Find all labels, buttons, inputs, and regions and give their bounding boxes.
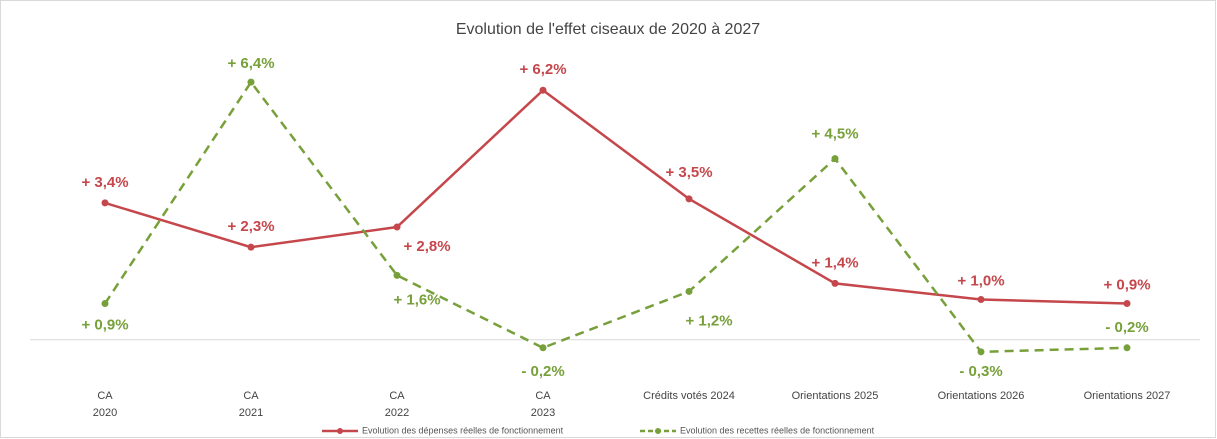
value-label: + 2,3% <box>227 218 274 235</box>
legend-marker <box>655 428 661 434</box>
value-label: + 4,5% <box>811 126 858 143</box>
value-label: + 0,9% <box>1103 276 1150 293</box>
value-label: + 1,2% <box>685 312 732 329</box>
series-line <box>103 79 1128 354</box>
point <box>101 199 109 207</box>
value-label: + 3,5% <box>665 164 712 181</box>
point <box>1123 344 1131 352</box>
point <box>685 287 693 295</box>
series-line <box>104 88 1128 305</box>
point <box>101 300 109 308</box>
x-tick-label: 2021 <box>239 407 263 419</box>
point <box>685 195 693 203</box>
point <box>1123 300 1131 308</box>
x-tick-label: Orientations 2025 <box>792 390 879 402</box>
x-tick-label: Crédits votés 2024 <box>643 390 735 402</box>
value-label: + 6,4% <box>227 55 274 72</box>
value-label: + 1,6% <box>393 291 440 308</box>
point <box>977 296 985 303</box>
x-tick-label: 2020 <box>93 407 117 419</box>
point <box>393 223 401 231</box>
value-label: + 0,9% <box>81 316 128 333</box>
point <box>393 271 401 279</box>
value-label: + 1,0% <box>957 272 1004 289</box>
value-label: + 6,2% <box>519 61 566 78</box>
x-tick-label: CA <box>535 390 551 402</box>
x-tick-label: 2023 <box>531 407 555 419</box>
point <box>539 344 547 352</box>
value-label: - 0,2% <box>521 363 564 380</box>
x-tick-label: 2022 <box>385 407 409 419</box>
value-label: + 1,4% <box>811 254 858 271</box>
x-tick-label: CA <box>389 390 405 402</box>
x-tick-label: Orientations 2026 <box>938 390 1025 402</box>
value-label: + 2,8% <box>403 238 450 255</box>
x-tick-label: CA <box>243 390 259 402</box>
value-label: + 3,4% <box>81 174 128 191</box>
x-tick-label: CA <box>97 390 113 402</box>
legend-marker <box>337 428 343 434</box>
point <box>539 86 547 94</box>
point <box>247 78 255 86</box>
value-label: - 0,3% <box>959 363 1002 380</box>
point <box>977 348 985 356</box>
legend-label: Evolution des dépenses réelles de foncti… <box>362 425 564 435</box>
point <box>831 279 839 287</box>
legend-label: Evolution des recettes réelles de foncti… <box>680 425 875 435</box>
x-tick-label: Orientations 2027 <box>1084 390 1171 402</box>
point <box>247 243 255 251</box>
value-label: - 0,2% <box>1105 319 1148 336</box>
point <box>831 155 839 163</box>
chart-title: Evolution de l'effet ciseaux de 2020 à 2… <box>456 21 760 38</box>
